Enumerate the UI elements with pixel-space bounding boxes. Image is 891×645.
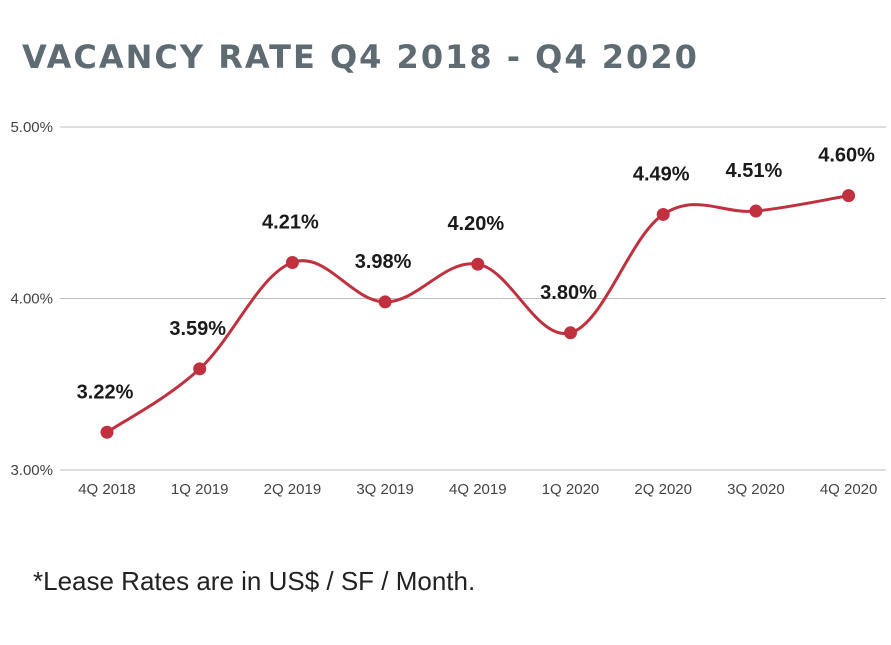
- footnote: *Lease Rates are in US$ / SF / Month.: [33, 566, 476, 596]
- x-tick-label: 3Q 2020: [727, 481, 785, 498]
- data-point: [564, 326, 577, 340]
- data-point: [656, 207, 670, 221]
- data-label: 3.59%: [169, 318, 226, 340]
- x-tick-label: 4Q 2020: [820, 481, 878, 498]
- data-point: [100, 425, 114, 439]
- data-label: 4.49%: [633, 163, 690, 185]
- x-tick-label: 1Q 2019: [171, 481, 229, 498]
- data-label: 4.20%: [447, 213, 504, 235]
- data-point: [378, 295, 392, 309]
- data-point: [285, 255, 299, 269]
- data-label: 4.51%: [726, 160, 783, 182]
- data-label: 3.22%: [77, 381, 134, 403]
- data-point: [193, 362, 207, 376]
- x-tick-label: 2Q 2020: [634, 481, 692, 498]
- x-tick-label: 1Q 2020: [542, 481, 600, 498]
- data-label-layer: 3.22% 3.59% 4.21% 3.98% 4.20% 3.80% 4.49% 4.51%…: [77, 145, 876, 404]
- data-point: [842, 189, 856, 203]
- x-axis: 4Q 2018 1Q 2019 2Q 2019 3Q 2019 4Q 2019 1Q 20…: [78, 481, 877, 498]
- x-tick-label: 3Q 2019: [356, 481, 414, 498]
- data-label: 3.98%: [355, 251, 412, 273]
- data-point: [749, 204, 763, 218]
- x-tick-label: 2Q 2019: [264, 481, 322, 498]
- x-tick-label: 4Q 2018: [78, 481, 136, 498]
- data-label: 4.60%: [818, 145, 875, 167]
- data-label: 3.80%: [540, 282, 597, 304]
- grid-layer: [60, 126, 886, 471]
- chart-title: VACANCY RATE Q4 2018 - Q4 2020: [22, 38, 699, 76]
- y-tick-label: 4.00%: [10, 291, 53, 308]
- data-point: [471, 257, 485, 271]
- line-chart: 3.22% 3.59% 4.21% 3.98% 4.20% 3.80% 4.49% 4.51%…: [10, 119, 886, 498]
- data-label: 4.21%: [262, 211, 319, 233]
- y-tick-label: 5.00%: [10, 119, 53, 136]
- y-tick-label: 3.00%: [10, 462, 53, 479]
- x-tick-label: 4Q 2019: [449, 481, 507, 498]
- data-point-layer: [100, 189, 856, 439]
- y-axis: 3.00% 4.00% 5.00%: [10, 119, 53, 479]
